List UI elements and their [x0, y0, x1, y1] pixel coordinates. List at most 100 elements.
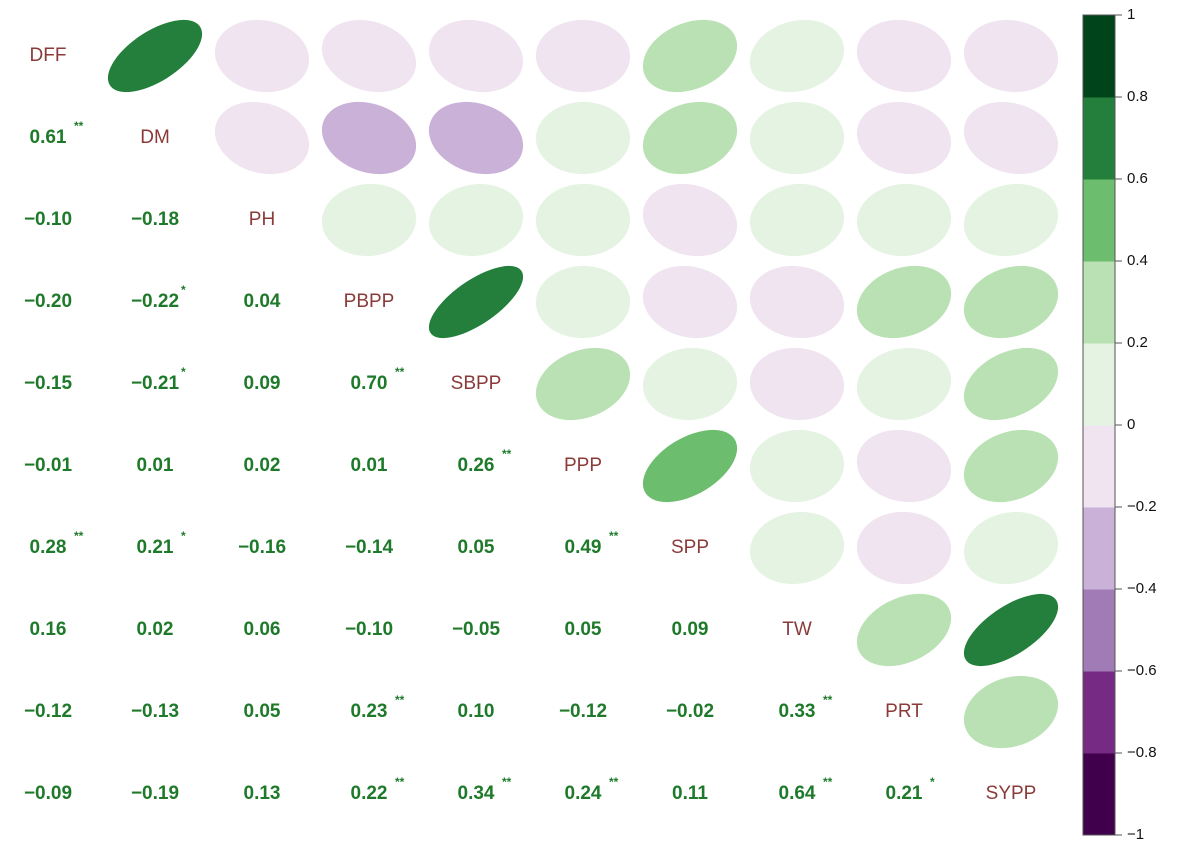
- correlation-ellipse: [428, 183, 524, 257]
- colorbar-bin: [1083, 589, 1115, 672]
- correlation-label: 0.13: [244, 783, 281, 804]
- ellipse-cell: [107, 19, 203, 93]
- correlation-label: 0.22: [351, 783, 388, 804]
- colorbar-tick-label: 0.6: [1127, 170, 1148, 187]
- significance-mark: **: [609, 529, 619, 543]
- correlation-label: 0.34: [458, 783, 495, 804]
- correlation-label: −0.05: [452, 619, 501, 640]
- variable-label: DFF: [30, 45, 67, 66]
- correlation-label: −0.19: [131, 783, 179, 804]
- correlation-label: −0.22: [131, 291, 179, 312]
- correlation-ellipse: [856, 183, 952, 257]
- variable-label: DM: [140, 127, 170, 148]
- colorbar-tick-label: 0: [1127, 416, 1135, 433]
- ellipse-cell: [642, 429, 738, 503]
- variable-label: PBPP: [344, 291, 395, 312]
- significance-mark: *: [181, 365, 186, 379]
- ellipse-cell: [642, 183, 738, 257]
- ellipse-cell: [856, 265, 952, 339]
- colorbar-tick-label: −0.6: [1127, 662, 1157, 679]
- significance-mark: **: [609, 775, 619, 789]
- ellipse-cell: [749, 101, 845, 175]
- colorbar-bin: [1083, 507, 1115, 590]
- colorbar-tick-label: 1: [1127, 6, 1135, 23]
- correlation-ellipse: [963, 101, 1059, 175]
- correlation-ellipse: [642, 347, 738, 421]
- correlation-label: −0.13: [131, 701, 179, 722]
- correlation-label: −0.02: [666, 701, 714, 722]
- ellipse-cell: [749, 265, 845, 339]
- correlation-label: −0.10: [24, 209, 72, 230]
- colorbar-tick-label: 0.8: [1127, 88, 1148, 105]
- correlation-ellipse: [428, 101, 524, 175]
- correlation-label: 0.06: [244, 619, 281, 640]
- correlation-ellipse: [535, 101, 631, 175]
- correlation-ellipse: [749, 183, 845, 257]
- correlation-label: 0.05: [244, 701, 281, 722]
- ellipse-cell: [856, 183, 952, 257]
- correlation-ellipse: [749, 265, 845, 339]
- correlation-label: 0.16: [30, 619, 67, 640]
- correlation-label: 0.21: [137, 537, 174, 558]
- correlation-label: 0.26: [458, 455, 495, 476]
- significance-mark: **: [74, 119, 84, 133]
- correlation-label: 0.05: [565, 619, 602, 640]
- ellipse-cell: [856, 429, 952, 503]
- ellipse-cell: [535, 101, 631, 175]
- correlation-ellipse: [642, 101, 738, 175]
- ellipse-cell: [963, 101, 1059, 175]
- correlation-ellipse: [535, 347, 631, 421]
- variable-label: PRT: [885, 701, 923, 722]
- significance-mark: **: [823, 693, 833, 707]
- correlation-ellipse: [963, 183, 1059, 257]
- significance-mark: **: [395, 775, 405, 789]
- ellipse-cell: [321, 19, 417, 93]
- correlation-ellipse: [856, 101, 952, 175]
- correlation-ellipse: [428, 265, 524, 339]
- ellipse-cell: [963, 429, 1059, 503]
- correlation-label: 0.64: [779, 783, 816, 804]
- correlation-label: −0.15: [24, 373, 73, 394]
- correlation-ellipse: [856, 511, 952, 585]
- colorbar-tick-label: 0.2: [1127, 334, 1148, 351]
- variable-label: TW: [782, 619, 812, 640]
- correlation-label: 0.70: [351, 373, 388, 394]
- correlation-ellipse: [749, 347, 845, 421]
- correlation-ellipse: [321, 19, 417, 93]
- significance-mark: *: [930, 775, 935, 789]
- significance-mark: **: [395, 365, 405, 379]
- ellipse-cell: [963, 19, 1059, 93]
- ellipse-cell: [428, 183, 524, 257]
- ellipse-cell: [963, 183, 1059, 257]
- ellipse-cell: [642, 265, 738, 339]
- ellipse-cell: [856, 593, 952, 667]
- ellipse-cell: [963, 265, 1059, 339]
- variable-label: SPP: [671, 537, 709, 558]
- ellipse-cell: [214, 101, 310, 175]
- ellipse-cell: [749, 183, 845, 257]
- ellipse-cell: [642, 101, 738, 175]
- correlation-ellipse: [642, 265, 738, 339]
- colorbar-bin: [1083, 15, 1115, 98]
- variable-label: PPP: [564, 455, 602, 476]
- ellipse-cell: [535, 183, 631, 257]
- correlation-ellipse: [535, 183, 631, 257]
- colorbar-tick-label: −0.4: [1127, 580, 1157, 597]
- variable-label: SBPP: [451, 373, 502, 394]
- ellipse-cell: [963, 511, 1059, 585]
- variable-label: PH: [249, 209, 275, 230]
- ellipse-cell: [749, 347, 845, 421]
- correlation-ellipse: [214, 19, 310, 93]
- ellipse-cell: [535, 19, 631, 93]
- correlation-label: 0.01: [137, 455, 174, 476]
- ellipse-cell: [321, 101, 417, 175]
- ellipse-cell: [214, 19, 310, 93]
- correlation-ellipse: [535, 265, 631, 339]
- significance-mark: **: [823, 775, 833, 789]
- colorbar-tick-label: −1: [1127, 826, 1144, 843]
- correlation-ellipse: [107, 19, 203, 93]
- correlation-ellipse: [963, 429, 1059, 503]
- correlation-ellipse: [535, 19, 631, 93]
- correlation-ellipse: [642, 183, 738, 257]
